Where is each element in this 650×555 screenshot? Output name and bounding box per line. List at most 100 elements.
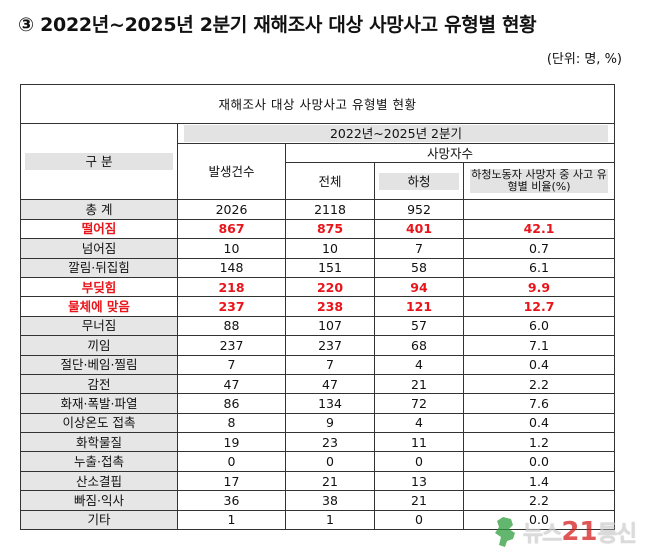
row-subcontract: 4 (374, 354, 464, 375)
korea-map-icon (494, 517, 515, 547)
row-category: 누출·접촉 (20, 451, 178, 472)
row-ratio: 0.4 (463, 412, 615, 434)
header-period-label: 2022년~2025년 2분기 (184, 125, 608, 142)
row-category: 물체에 맞음 (20, 296, 178, 317)
table-row: 산소결핍 17 21 13 1.4 (20, 470, 615, 492)
row-category: 넘어짐 (20, 238, 178, 259)
row-category: 절단·베임·찔림 (20, 354, 178, 375)
row-total: 875 (285, 218, 375, 240)
row-subcontract: 21 (374, 490, 464, 511)
row-ratio: 7.1 (463, 335, 615, 356)
row-ratio: 0.4 (463, 354, 615, 375)
row-occurrences: 86 (177, 393, 286, 414)
row-ratio: 12.7 (463, 296, 615, 317)
table-row: 누출·접촉 0 0 0 0.0 (20, 451, 615, 472)
row-occurrences: 0 (177, 451, 286, 472)
row-category: 산소결핍 (20, 470, 178, 492)
row-subcontract: 11 (374, 432, 464, 453)
page-title: ③ 2022년~2025년 2분기 재해조사 대상 사망사고 유형별 현황 (18, 14, 537, 36)
table-row: 화학물질 19 23 11 1.2 (20, 432, 615, 453)
table-row: 넘어짐 10 10 7 0.7 (20, 238, 615, 259)
header-subcontract: 하청 (374, 162, 464, 201)
logo-text-1: 뉴스 (522, 522, 562, 547)
row-ratio: 1.2 (463, 432, 615, 453)
news21-logo: 뉴스 21 통신 (489, 515, 637, 549)
row-subcontract: 0 (374, 451, 464, 472)
row-subcontract: 21 (374, 373, 464, 395)
row-occurrences: 7 (177, 354, 286, 375)
unit-note: (단위: 명, %) (546, 52, 622, 67)
row-subcontract: 952 (374, 199, 464, 220)
row-total: 23 (285, 432, 375, 453)
row-occurrences: 8 (177, 412, 286, 434)
row-occurrences: 36 (177, 490, 286, 511)
row-ratio: 0.0 (463, 451, 615, 472)
table-row: 무너짐 88 107 57 6.0 (20, 315, 615, 337)
row-ratio: 1.4 (463, 470, 615, 492)
row-category: 화재·폭발·파열 (20, 393, 178, 414)
row-subcontract: 401 (374, 218, 464, 240)
table-row: 기타 1 1 0 0.0 (20, 509, 615, 531)
table-row: 화재·폭발·파열 86 134 72 7.6 (20, 393, 615, 414)
header-total: 전체 (285, 162, 375, 201)
row-category: 기타 (20, 509, 178, 531)
header-ratio: 하청노동자 사망자 중 사고 유형별 비율(%) (463, 162, 615, 201)
row-category: 깔림·뒤집힘 (20, 257, 178, 278)
table-row: 물체에 맞음 237 238 121 12.7 (20, 296, 615, 317)
table-row: 절단·베임·찔림 7 7 4 0.4 (20, 354, 615, 375)
row-ratio: 2.2 (463, 373, 615, 395)
header-category: 구 분 (20, 122, 178, 201)
row-total: 21 (285, 470, 375, 492)
row-occurrences: 218 (177, 276, 286, 298)
header-category-label: 구 분 (25, 153, 173, 171)
logo-text-2: 통신 (597, 522, 637, 547)
row-occurrences: 237 (177, 335, 286, 356)
row-ratio: 9.9 (463, 276, 615, 298)
header-deaths: 사망자수 (285, 142, 615, 164)
row-category: 총 계 (20, 199, 178, 220)
row-ratio: 2.2 (463, 490, 615, 511)
row-occurrences: 148 (177, 257, 286, 278)
header-ratio-label: 하청노동자 사망자 중 사고 유형별 비율(%) (470, 168, 608, 194)
row-total: 151 (285, 257, 375, 278)
table-row: 떨어짐 867 875 401 42.1 (20, 218, 615, 240)
table-row: 끼임 237 237 68 7.1 (20, 335, 615, 356)
row-total: 7 (285, 354, 375, 375)
table-row: 깔림·뒤집힘 148 151 58 6.1 (20, 257, 615, 278)
row-total: 1 (285, 509, 375, 531)
header-subcontract-label: 하청 (379, 172, 459, 190)
row-subcontract: 13 (374, 470, 464, 492)
row-occurrences: 1 (177, 509, 286, 531)
table-row: 부딪힘 218 220 94 9.9 (20, 276, 615, 298)
header-period: 2022년~2025년 2분기 (177, 123, 615, 144)
fatal-accident-table: 재해조사 대상 사망사고 유형별 현황 구 분 2022년~2025년 2분기 … (20, 84, 615, 531)
row-subcontract: 68 (374, 335, 464, 356)
row-subcontract: 4 (374, 412, 464, 434)
row-subcontract: 94 (374, 276, 464, 298)
row-subcontract: 72 (374, 393, 464, 414)
row-subcontract: 7 (374, 238, 464, 259)
row-ratio: 0.7 (463, 238, 615, 259)
table-row: 빠짐·익사 36 38 21 2.2 (20, 490, 615, 511)
row-total: 134 (285, 393, 375, 414)
row-total: 9 (285, 412, 375, 434)
row-ratio: 6.0 (463, 315, 615, 337)
row-occurrences: 19 (177, 432, 286, 453)
row-occurrences: 867 (177, 218, 286, 240)
row-total: 2118 (285, 199, 375, 220)
row-category: 무너짐 (20, 315, 178, 337)
row-occurrences: 88 (177, 315, 286, 337)
row-total: 107 (285, 315, 375, 337)
row-ratio: 6.1 (463, 257, 615, 278)
row-total: 0 (285, 451, 375, 472)
row-occurrences: 17 (177, 470, 286, 492)
row-total: 220 (285, 276, 375, 298)
row-category: 부딪힘 (20, 276, 178, 298)
row-ratio (463, 199, 615, 220)
row-subcontract: 58 (374, 257, 464, 278)
row-total: 10 (285, 238, 375, 259)
row-ratio: 42.1 (463, 218, 615, 240)
row-subcontract: 121 (374, 296, 464, 317)
row-total: 237 (285, 335, 375, 356)
row-occurrences: 47 (177, 373, 286, 395)
